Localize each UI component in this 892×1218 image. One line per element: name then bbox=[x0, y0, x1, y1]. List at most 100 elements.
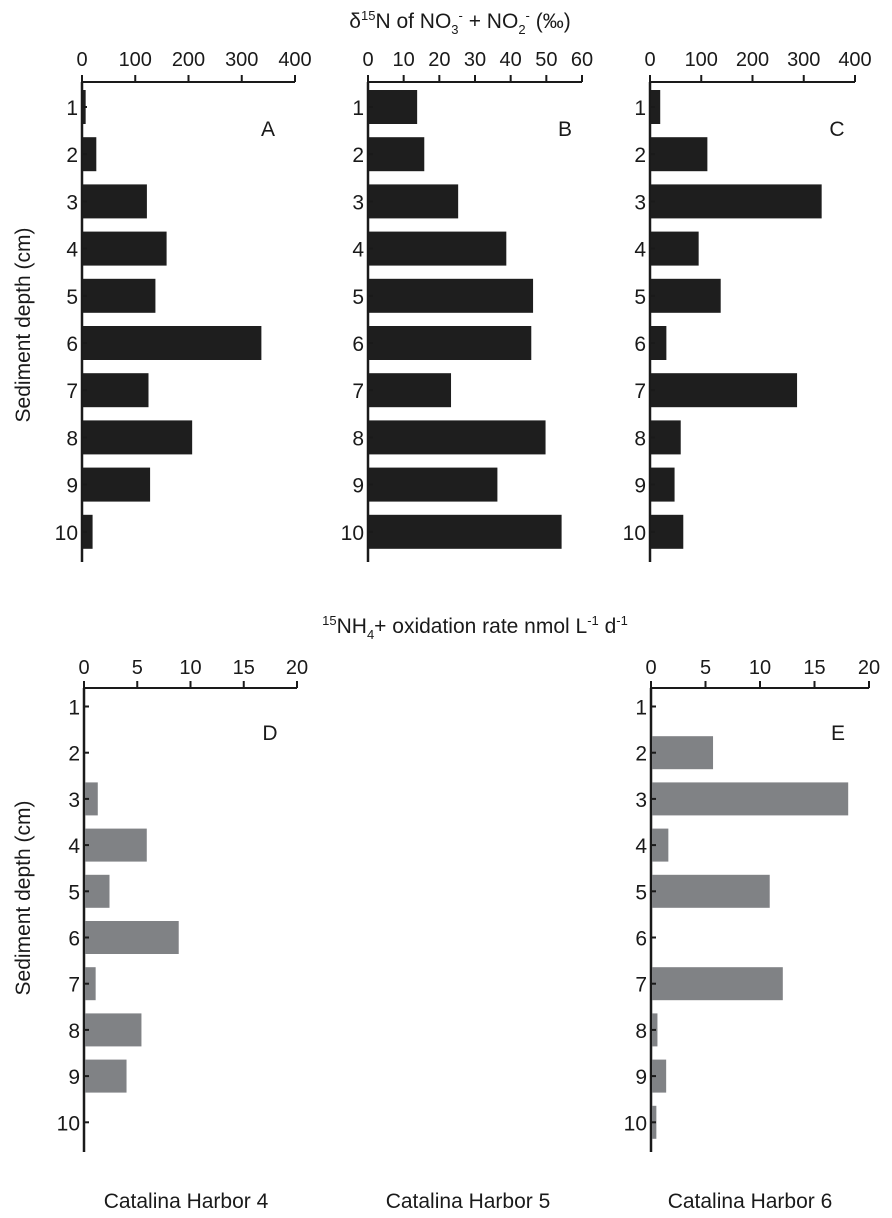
y-tick-label: 9 bbox=[352, 475, 364, 498]
bar-depth-6 bbox=[83, 326, 262, 360]
y-tick-label: 10 bbox=[624, 1112, 647, 1135]
y-tick-label: 6 bbox=[634, 333, 646, 356]
y-tick-label: 9 bbox=[634, 475, 646, 498]
bar-depth-5 bbox=[652, 874, 770, 908]
y-tick-label: 7 bbox=[352, 380, 364, 403]
x-tick-label: 100 bbox=[685, 49, 718, 71]
y-tick-label: 2 bbox=[634, 144, 646, 167]
y-tick-label: 8 bbox=[66, 427, 78, 450]
y-tick-label: 5 bbox=[68, 881, 80, 904]
y-tick-label: 10 bbox=[623, 522, 646, 545]
x-tick-label: 15 bbox=[233, 657, 255, 679]
y-tick-label: 9 bbox=[66, 475, 78, 498]
x-tick-label: 5 bbox=[132, 657, 143, 679]
bar-depth-2 bbox=[83, 137, 97, 172]
bar-depth-9 bbox=[83, 467, 151, 502]
x-tick-label: 10 bbox=[393, 49, 415, 71]
panel-letter: E bbox=[831, 722, 845, 745]
bar-depth-9 bbox=[369, 467, 498, 502]
y-tick-label: 10 bbox=[57, 1112, 80, 1135]
y-tick-label: 9 bbox=[68, 1066, 80, 1089]
x-tick-label: 0 bbox=[78, 657, 89, 679]
y-tick-label: 8 bbox=[352, 427, 364, 450]
panel-letter: B bbox=[558, 118, 572, 141]
x-tick-label: 20 bbox=[286, 657, 308, 679]
y-tick-label: 4 bbox=[352, 239, 364, 262]
y-tick-label: 10 bbox=[341, 522, 364, 545]
y-tick-label: 3 bbox=[634, 191, 646, 214]
bar-depth-8 bbox=[83, 420, 193, 455]
bar-depth-7 bbox=[83, 373, 149, 408]
y-tick-label: 8 bbox=[634, 427, 646, 450]
y-tick-label: 7 bbox=[68, 974, 80, 997]
bar-depth-4 bbox=[652, 828, 669, 862]
bar-depth-9 bbox=[651, 467, 675, 502]
x-tick-label: 0 bbox=[644, 49, 655, 71]
y-tick-label: 6 bbox=[352, 333, 364, 356]
x-tick-label: 60 bbox=[571, 49, 593, 71]
bar-depth-10 bbox=[651, 514, 684, 549]
y-tick-label: 5 bbox=[352, 286, 364, 309]
y-tick-label: 2 bbox=[352, 144, 364, 167]
ylabel-bottom: Sediment depth (cm) bbox=[12, 801, 35, 996]
bar-depth-2 bbox=[369, 137, 425, 172]
bar-depth-5 bbox=[85, 874, 110, 908]
y-tick-label: 7 bbox=[66, 380, 78, 403]
x-tick-label: 20 bbox=[858, 657, 880, 679]
bar-depth-3 bbox=[83, 184, 147, 219]
site-label-5: Catalina Harbor 5 bbox=[386, 1190, 551, 1213]
bar-depth-3 bbox=[651, 184, 822, 219]
bar-depth-9 bbox=[85, 1059, 127, 1093]
y-tick-label: 5 bbox=[634, 286, 646, 309]
bar-depth-7 bbox=[369, 373, 452, 408]
y-tick-label: 3 bbox=[352, 191, 364, 214]
panel-letter: A bbox=[261, 118, 275, 141]
x-tick-label: 400 bbox=[838, 49, 871, 71]
bar-depth-2 bbox=[651, 137, 708, 172]
x-tick-label: 0 bbox=[362, 49, 373, 71]
bar-depth-1 bbox=[369, 90, 418, 124]
panel-e: 0 5 10 15 20 1 2 3 4 5 6 7 8 9 10 E bbox=[624, 657, 880, 1152]
y-tick-label: 2 bbox=[68, 743, 80, 766]
x-tick-label: 0 bbox=[76, 49, 87, 71]
y-tick-label: 2 bbox=[66, 144, 78, 167]
x-tick-label: 200 bbox=[736, 49, 769, 71]
x-tick-label: 0 bbox=[645, 657, 656, 679]
x-tick-label: 100 bbox=[119, 49, 152, 71]
y-tick-label: 4 bbox=[66, 239, 78, 262]
x-tick-label: 5 bbox=[700, 657, 711, 679]
x-tick-label: 300 bbox=[225, 49, 258, 71]
y-tick-label: 5 bbox=[66, 286, 78, 309]
y-tick-label: 3 bbox=[66, 191, 78, 214]
bar-depth-4 bbox=[369, 231, 507, 266]
y-tick-label: 8 bbox=[635, 1020, 647, 1043]
bar-depth-6 bbox=[85, 921, 179, 954]
y-tick-label: 3 bbox=[68, 789, 80, 812]
y-tick-label: 4 bbox=[635, 835, 647, 858]
x-tick-label: 15 bbox=[803, 657, 825, 679]
bar-depth-4 bbox=[651, 231, 699, 266]
bottom-title: 15NH4+ oxidation rate nmol L-1 d-1 bbox=[322, 613, 628, 642]
y-tick-label: 1 bbox=[634, 97, 646, 120]
y-tick-label: 3 bbox=[635, 789, 647, 812]
y-tick-label: 6 bbox=[66, 333, 78, 356]
bar-depth-3 bbox=[652, 782, 849, 816]
bar-depth-10 bbox=[83, 514, 93, 549]
y-tick-label: 1 bbox=[635, 697, 647, 720]
site-label-4: Catalina Harbor 4 bbox=[104, 1190, 269, 1213]
x-tick-label: 400 bbox=[278, 49, 311, 71]
bar-depth-3 bbox=[85, 782, 98, 816]
bar-depth-3 bbox=[369, 184, 459, 219]
bar-depth-7 bbox=[652, 967, 783, 1001]
panel-d: 0 5 10 15 20 1 2 3 4 5 6 7 8 9 10 D bbox=[57, 657, 308, 1152]
x-tick-label: 10 bbox=[749, 657, 771, 679]
y-tick-label: 5 bbox=[635, 881, 647, 904]
bar-depth-6 bbox=[369, 326, 532, 360]
bar-depth-4 bbox=[85, 828, 147, 862]
y-tick-label: 1 bbox=[68, 697, 80, 720]
panel-c: 0 100 200 300 400 1 2 3 4 5 6 7 8 9 10 C bbox=[623, 49, 872, 562]
y-tick-label: 1 bbox=[66, 97, 78, 120]
bar-depth-5 bbox=[83, 278, 156, 313]
